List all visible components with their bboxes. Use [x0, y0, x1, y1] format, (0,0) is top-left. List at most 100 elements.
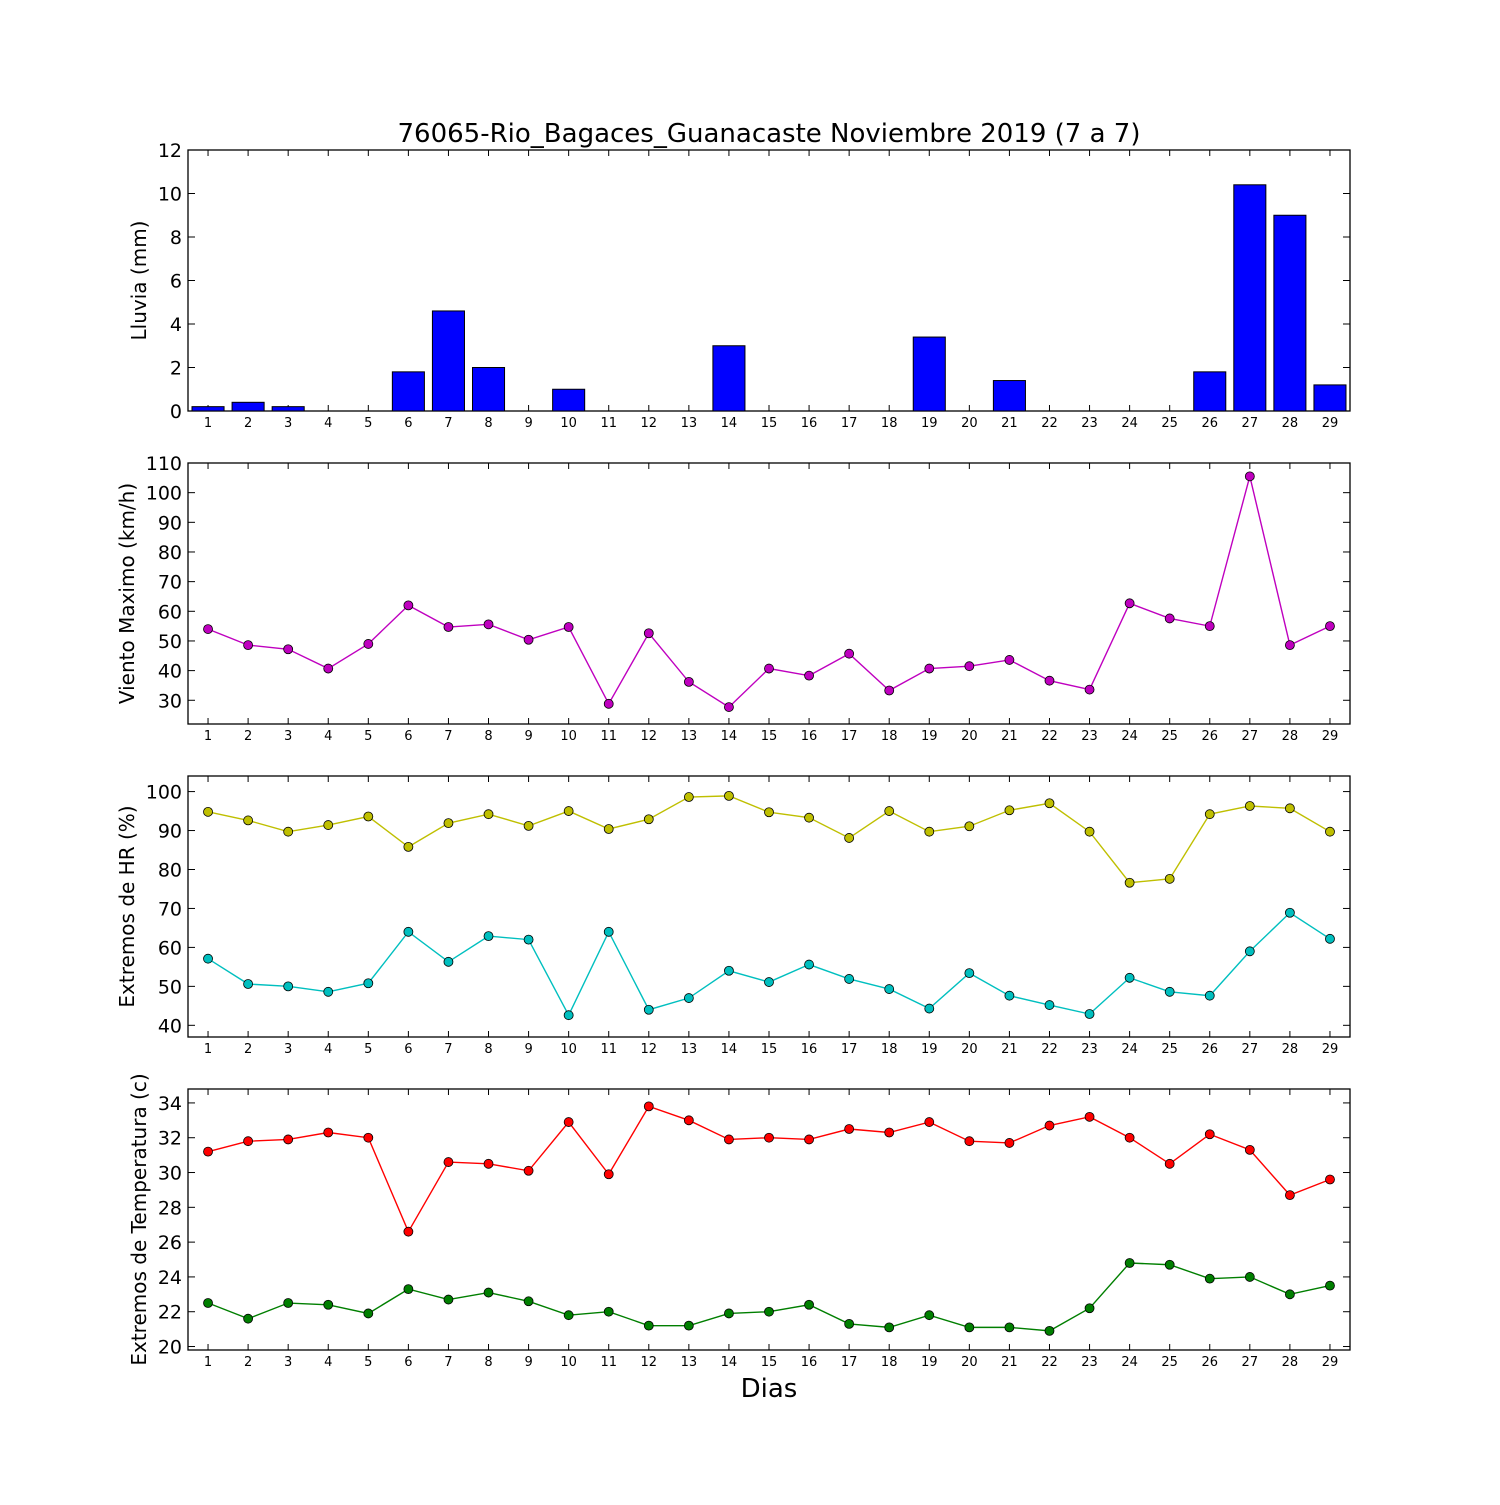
data-point	[1284, 1289, 1295, 1300]
y-tick-label: 90	[158, 821, 182, 843]
x-tick-label: 12	[641, 1355, 658, 1370]
data-point	[483, 1287, 494, 1298]
x-tick-label: 18	[881, 416, 898, 431]
data-point	[924, 1003, 935, 1014]
y-tick-label: 50	[158, 976, 182, 998]
y-tick-label: 60	[158, 937, 182, 959]
x-tick-label: 20	[961, 729, 978, 744]
data-point	[283, 826, 294, 837]
data-point	[683, 1320, 694, 1331]
x-tick-label: 29	[1322, 1355, 1339, 1370]
data-point	[283, 1134, 294, 1145]
bar	[912, 336, 946, 412]
data-point	[1124, 1132, 1135, 1143]
data-point	[363, 811, 374, 822]
x-tick-label: 11	[600, 1042, 617, 1057]
data-point	[884, 806, 895, 816]
x-tick-label: 14	[721, 1042, 738, 1057]
data-point	[483, 1158, 494, 1169]
data-point	[1244, 471, 1255, 482]
data-point	[1164, 1259, 1175, 1270]
data-point	[1325, 621, 1335, 632]
data-point	[964, 661, 975, 672]
bar	[471, 367, 506, 412]
x-tick-label: 17	[841, 1042, 858, 1057]
x-tick-label: 22	[1041, 416, 1058, 431]
data-point	[1124, 972, 1135, 983]
x-tick-label: 3	[284, 1042, 292, 1057]
x-tick-label: 10	[560, 416, 577, 431]
x-tick-label: 28	[1282, 416, 1299, 431]
data-point	[924, 1310, 935, 1321]
series-line-2	[207, 1262, 1331, 1332]
x-tick-label: 27	[1242, 729, 1259, 744]
data-point	[323, 1127, 334, 1138]
y-tick-label: 60	[158, 601, 182, 623]
data-point	[844, 648, 855, 659]
y-tick-label: 80	[158, 859, 182, 881]
data-point	[844, 833, 855, 843]
x-tick-label: 8	[484, 729, 492, 744]
y-tick-label: 0	[170, 401, 182, 423]
data-point	[964, 1322, 975, 1333]
y-tick-label: 20	[158, 1337, 182, 1359]
x-tick-label: 17	[841, 1355, 858, 1370]
x-tick-label: 12	[641, 729, 658, 744]
data-point	[1044, 1120, 1055, 1131]
y-tick-label: 30	[158, 690, 182, 712]
x-tick-label: 21	[1001, 1042, 1018, 1057]
x-tick-label: 26	[1201, 1355, 1218, 1370]
x-tick-label: 17	[841, 416, 858, 431]
bar	[231, 401, 265, 412]
data-point	[643, 814, 654, 825]
data-point	[1325, 933, 1335, 944]
data-point	[764, 663, 774, 674]
x-tick-label: 17	[841, 729, 858, 744]
x-tick-label: 22	[1041, 1355, 1058, 1370]
data-point	[1284, 1190, 1295, 1201]
data-point	[924, 1117, 935, 1127]
y-axis-label: Extremos de Temperatura (c)	[127, 1073, 151, 1365]
x-tick-label: 1	[204, 416, 212, 431]
x-tick-label: 3	[284, 1355, 292, 1370]
x-tick-label: 10	[560, 729, 577, 744]
data-point	[643, 1101, 654, 1112]
data-point	[1204, 809, 1215, 820]
bar	[1313, 384, 1347, 412]
data-point	[563, 806, 574, 816]
data-point	[924, 663, 935, 674]
bar	[992, 380, 1026, 412]
y-tick-label: 40	[158, 661, 182, 683]
x-tick-label: 14	[721, 729, 738, 744]
data-point	[443, 956, 454, 967]
x-tick-label: 19	[921, 1042, 938, 1057]
data-point	[1044, 1325, 1055, 1336]
x-tick-label: 1	[204, 729, 212, 744]
x-tick-label: 14	[721, 1355, 738, 1370]
x-tick-label: 5	[364, 729, 372, 744]
data-point	[363, 639, 374, 649]
data-point	[1204, 1273, 1215, 1284]
data-point	[764, 1132, 774, 1143]
data-point	[764, 977, 774, 987]
x-tick-label: 6	[404, 416, 412, 431]
data-point	[1204, 990, 1215, 1001]
x-tick-label: 25	[1161, 416, 1178, 431]
x-tick-label: 7	[444, 1042, 452, 1057]
x-tick-label: 21	[1001, 1355, 1018, 1370]
x-tick-label: 3	[284, 416, 292, 431]
panel-1-frame	[187, 149, 1351, 412]
data-point	[483, 931, 494, 942]
x-tick-label: 24	[1121, 1042, 1138, 1057]
data-point	[924, 826, 935, 837]
data-point	[683, 1115, 694, 1126]
x-tick-label: 24	[1121, 416, 1138, 431]
x-tick-label: 2	[244, 729, 252, 744]
y-axis-label: Viento Maximo (km/h)	[115, 483, 139, 704]
data-point	[563, 1010, 574, 1021]
data-point	[443, 622, 454, 632]
x-tick-label: 26	[1201, 416, 1218, 431]
data-point	[844, 1319, 855, 1329]
x-tick-label: 7	[444, 416, 452, 431]
y-tick-label: 40	[158, 1015, 182, 1037]
